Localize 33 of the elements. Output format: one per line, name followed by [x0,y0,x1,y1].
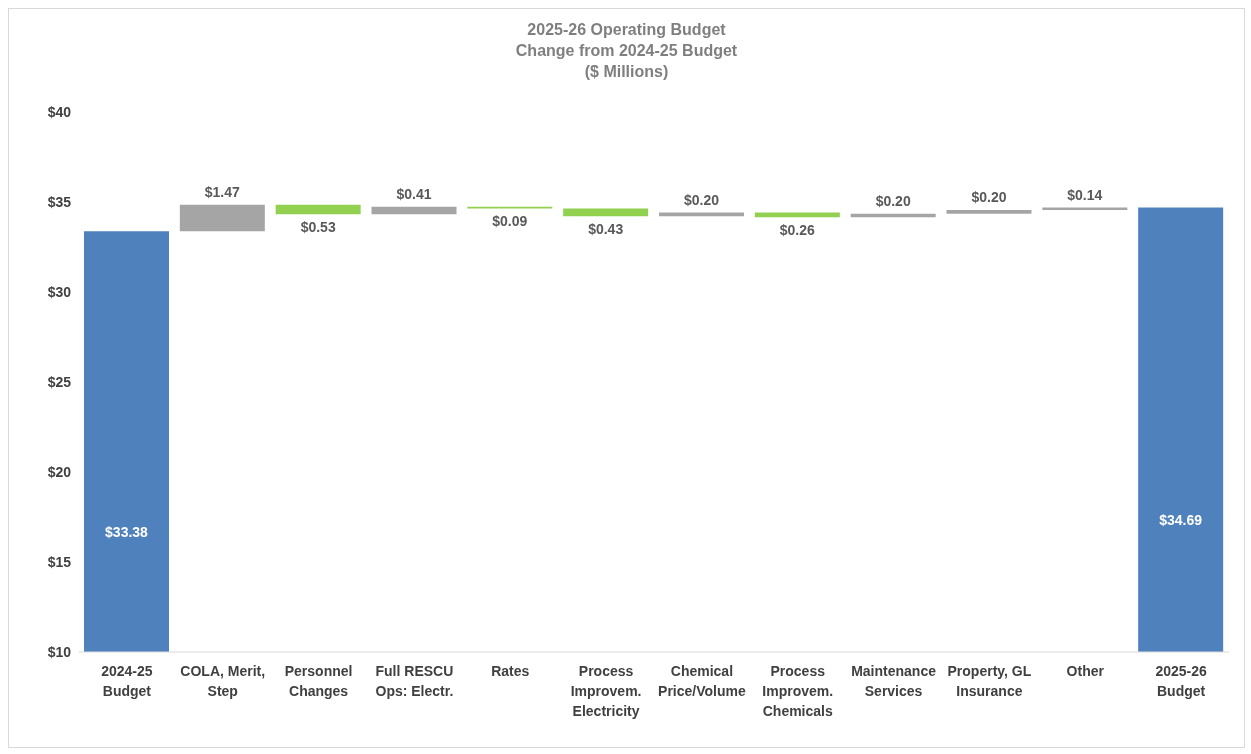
chart-subtitle: Change from 2024-25 Budget ($ Millions) [514,41,739,82]
x-tick-label: Rates [491,663,530,679]
y-tick-label: $15 [47,553,72,570]
data-label: $0.14 [1067,186,1103,203]
data-label: $34.69 [1159,511,1203,528]
data-label: $0.43 [588,221,624,238]
data-label: $0.41 [396,185,432,202]
data-label: $1.47 [204,183,241,200]
y-tick-label: $35 [47,193,72,210]
y-tick-label: $20 [47,463,72,480]
y-tick-label: $40 [47,103,72,120]
x-tick-label: Other [1066,663,1105,679]
data-label: $0.20 [971,189,1007,206]
data-label: $0.26 [779,222,816,239]
y-tick-label: $30 [47,283,72,300]
data-label: $0.20 [683,191,720,208]
x-tick-label: 2024-25 Budget [101,663,153,699]
x-tick-label: Process Improvem. Chemicals [762,663,834,719]
x-tick-label: COLA, Merit, Step [180,663,266,699]
data-label: $0.09 [492,213,528,230]
x-tick-label: Property, GL Insurance [947,663,1032,699]
data-label: $0.20 [875,192,911,209]
data-label: $33.38 [105,523,149,540]
chart-title: 2025-26 Operating Budget [526,20,727,40]
y-tick-label: $25 [47,373,72,390]
x-tick-label: Personnel Changes [284,663,353,699]
y-tick-label: $10 [47,643,72,660]
x-tick-label: Process Improvem. Electricity [570,663,642,719]
x-tick-label: Full RESCU Ops: Electr. [375,663,454,699]
data-label: $0.53 [300,219,336,236]
x-tick-label: Maintenance Services [851,663,937,699]
x-tick-label: 2025-26 Budget [1155,663,1207,699]
x-tick-label: Chemical Price/Volume [658,663,746,699]
